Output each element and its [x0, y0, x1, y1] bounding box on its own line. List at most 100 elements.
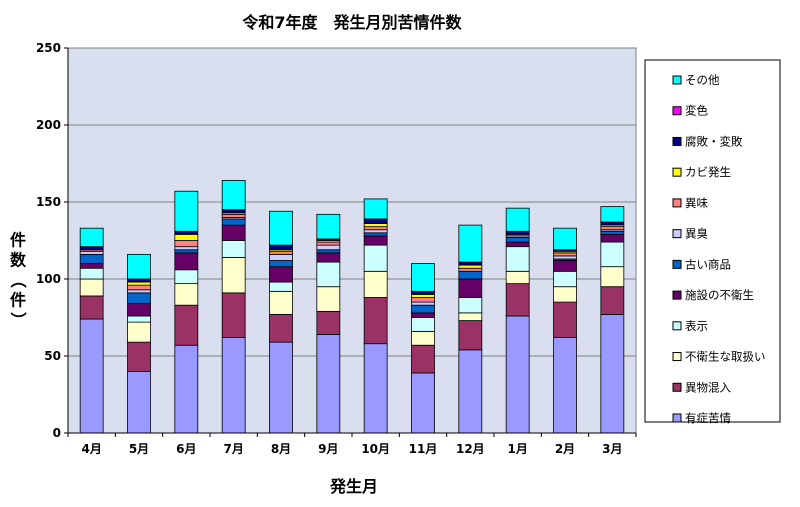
x-tick-label: 10月 [361, 442, 390, 456]
bar-segment [316, 286, 341, 312]
x-tick-label: 4月 [81, 442, 101, 456]
bar-segment [221, 257, 246, 294]
bar-segment [221, 180, 246, 211]
bar-segment [127, 341, 151, 372]
bar-segment [174, 283, 199, 306]
bar-segment [269, 250, 293, 255]
bar-segment [221, 240, 246, 258]
legend-swatch [672, 413, 682, 423]
bar-segment [600, 233, 625, 243]
bar-segment [363, 229, 388, 234]
legend-entry: 施設の不衛生 [685, 288, 754, 302]
bar-segment [411, 301, 435, 306]
bar-segment [553, 301, 577, 338]
x-tick-label: 9月 [318, 442, 338, 456]
legend-entry: 異味 [685, 196, 708, 210]
bar-segment [79, 263, 104, 269]
bar-segment [411, 330, 435, 346]
plot-background [67, 47, 637, 434]
bar-stack [269, 210, 293, 434]
bar-segment [127, 292, 151, 305]
legend-swatch [672, 167, 682, 177]
y-tick-label: 50 [44, 349, 61, 363]
bar-segment [316, 261, 341, 288]
bar-segment [505, 270, 530, 285]
bar-segment [221, 292, 246, 338]
bar-segment [363, 198, 388, 220]
bar-segment [505, 283, 530, 317]
bar-segment [127, 289, 151, 294]
legend-entry: 異物混入 [685, 380, 731, 394]
legend-box [644, 59, 781, 423]
legend-entry: 腐敗・変敗 [685, 134, 743, 148]
bar-segment [221, 213, 246, 218]
bar-segment [553, 227, 577, 251]
y-axis-title-char: ） [9, 312, 28, 328]
bar-stack [174, 190, 199, 434]
bar-segment [600, 221, 625, 226]
bar-segment [221, 224, 246, 241]
bar-segment [363, 226, 388, 231]
bar-segment [174, 249, 199, 254]
bar-segment [221, 337, 246, 434]
legend-entry: 不衛生な取扱い [685, 350, 766, 364]
bar-segment [363, 232, 388, 237]
bar-segment [363, 297, 388, 345]
bar-segment [221, 218, 246, 226]
bar-segment [411, 304, 435, 314]
bar-segment [553, 286, 577, 303]
bar-segment [600, 230, 625, 235]
bar-segment [363, 270, 388, 298]
bar-segment [316, 252, 341, 263]
bar-stack [363, 198, 388, 434]
bar-segment [411, 297, 435, 303]
x-tick-label: 12月 [456, 442, 485, 456]
legend-entry: 変色 [685, 104, 708, 118]
bar-segment [600, 241, 625, 268]
bar-segment [600, 226, 625, 231]
bar-segment [363, 223, 388, 228]
bar-segment [458, 278, 483, 298]
bar-segment [269, 266, 293, 283]
bar-segment [458, 297, 483, 314]
legend-swatch [672, 352, 682, 362]
bar-segment [127, 321, 151, 343]
bar-segment [269, 244, 293, 251]
bar-segment [553, 255, 577, 260]
x-tick-label: 8月 [271, 442, 291, 456]
bar-segment [411, 344, 435, 374]
bar-segment [79, 227, 104, 248]
bar-segment [363, 235, 388, 246]
bar-segment [269, 290, 293, 315]
bar-segment [174, 240, 199, 248]
y-tick-labels: 0 50 100 150 200 250 [36, 41, 68, 440]
bar-segment [458, 264, 483, 269]
bar-segment [411, 372, 435, 434]
bar-segment [79, 278, 104, 297]
bar-segment [411, 312, 435, 318]
bar-stack [411, 263, 435, 434]
bar-segment [600, 206, 625, 223]
bar-segment [127, 284, 151, 291]
y-axis-title: 件数（件） [9, 231, 28, 329]
bar-segment [458, 349, 483, 434]
bar-stack [600, 206, 625, 434]
bar-segment [600, 266, 625, 288]
bar-segment [127, 315, 151, 323]
legend-swatch [672, 321, 682, 331]
bar-segment [127, 281, 151, 286]
x-tick-labels: 4月 5月 6月 7月 8月 9月 10月 11月 12月 1月 2月 3月 [67, 433, 637, 456]
bar-segment [363, 343, 388, 434]
bar-segment [505, 241, 530, 248]
bar-segment [363, 244, 388, 272]
bar-segment [458, 267, 483, 272]
bar-segment [505, 315, 530, 434]
bar-stack [221, 180, 246, 434]
bar-segment [174, 344, 199, 434]
bar-stack [553, 227, 577, 434]
legend-entry: 異臭 [685, 227, 708, 241]
bar-stack [316, 213, 341, 434]
x-tick-label: 7月 [223, 442, 243, 456]
y-tick-label: 100 [36, 272, 61, 286]
